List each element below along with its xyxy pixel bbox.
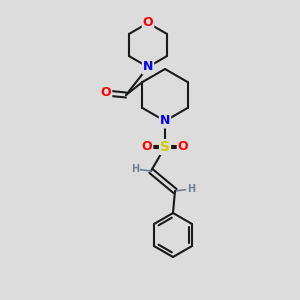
Text: H: H: [131, 164, 139, 174]
Text: H: H: [187, 184, 195, 194]
Text: O: O: [143, 16, 153, 29]
Text: N: N: [143, 61, 153, 74]
Text: O: O: [142, 140, 152, 154]
Text: S: S: [160, 140, 170, 154]
Text: O: O: [101, 86, 111, 100]
Text: O: O: [178, 140, 188, 154]
Text: N: N: [160, 115, 170, 128]
